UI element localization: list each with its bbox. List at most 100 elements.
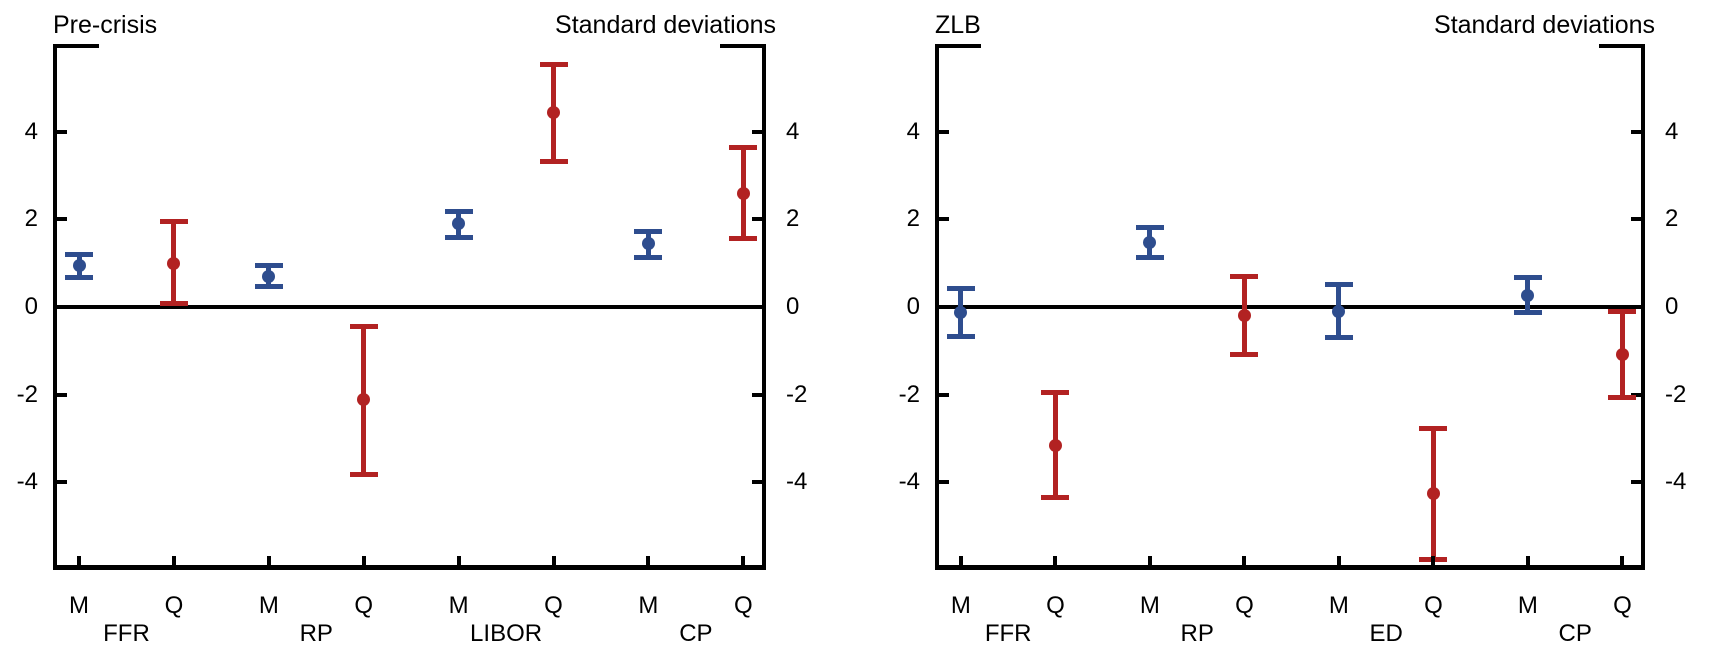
ci-cap-top	[349, 323, 378, 329]
axis-unit-label: Standard deviations	[1434, 11, 1655, 39]
x-tick	[1431, 556, 1436, 570]
ci-cap-top	[254, 263, 283, 269]
y-tick-label-right: 4	[1665, 117, 1679, 145]
error-bar-ffr-q	[159, 218, 188, 306]
ci-cap-top	[539, 62, 568, 68]
error-bar-rp-q	[349, 323, 378, 478]
y-tick-left	[935, 480, 949, 485]
frame-corner-stub-left	[53, 44, 99, 48]
ci-cap-bottom	[159, 300, 188, 306]
y-tick-label-left: -2	[898, 380, 920, 408]
error-bar-rp-m	[254, 263, 283, 289]
group-label: FFR	[984, 620, 1032, 647]
x-axis	[935, 565, 1645, 570]
y-tick-right	[1631, 129, 1645, 134]
mean-dot	[954, 306, 968, 320]
ci-cap-bottom	[1608, 394, 1637, 400]
y-tick-label-right: 4	[786, 117, 800, 145]
x-tick-label: Q	[733, 592, 753, 619]
group-label: LIBOR	[470, 620, 543, 647]
ci-cap-bottom	[349, 472, 378, 478]
x-tick	[958, 556, 963, 570]
x-tick	[1620, 556, 1625, 570]
x-tick	[646, 556, 651, 570]
y-tick-label-right: 0	[1665, 293, 1679, 320]
axis-unit-label: Standard deviations	[555, 11, 776, 39]
y-tick-label-right: -2	[1665, 380, 1687, 408]
y-tick-right	[1631, 305, 1645, 309]
y-tick-right	[752, 129, 766, 134]
x-tick-label: Q	[1613, 592, 1632, 619]
ci-cap-bottom	[65, 275, 94, 281]
error-bar-ffr-m	[65, 252, 94, 281]
ci-cap-bottom	[539, 159, 568, 165]
ci-cap-bottom	[729, 236, 758, 242]
x-tick-label: M	[638, 592, 659, 619]
ci-cap-bottom	[1513, 309, 1542, 315]
ci-cap-bottom	[1041, 495, 1070, 501]
frame-corner-stub-right	[1599, 44, 1645, 48]
ci-cap-top	[1324, 282, 1353, 288]
mean-dot	[357, 393, 371, 407]
x-tick	[1147, 556, 1152, 570]
frame-corner-stub-right	[720, 44, 766, 48]
y-tick-label-left: -4	[16, 468, 38, 496]
y-tick-right	[752, 217, 766, 222]
y-tick-label-right: -4	[1665, 468, 1687, 496]
panel-pre-crisis: Pre-crisis Standard deviations -4 -4 -2 -2 0…	[16, 11, 808, 647]
y-tick-right	[752, 392, 766, 397]
group-label: CP	[679, 620, 713, 647]
frame-corner-stub-left	[935, 44, 981, 48]
ci-cap-bottom	[1324, 334, 1353, 340]
error-bar-cp-q	[729, 145, 758, 242]
x-tick-label: M	[258, 592, 279, 619]
ci-cap-top	[1513, 275, 1542, 281]
y-tick-label-right: -4	[786, 468, 808, 496]
x-tick-label: M	[1517, 592, 1538, 619]
y-tick-right	[1631, 392, 1645, 397]
mean-dot	[1615, 347, 1629, 361]
mean-dot	[1426, 486, 1440, 500]
error-bar-rp-q	[1230, 274, 1259, 358]
ci-cap-top	[1419, 425, 1448, 431]
mean-dot	[72, 258, 86, 272]
y-tick-label-right: 2	[1665, 205, 1679, 233]
y-tick-left	[935, 129, 949, 134]
error-bar-rp-m	[1135, 225, 1164, 261]
x-tick	[361, 556, 366, 570]
ci-cap-bottom	[1135, 255, 1164, 261]
mean-dot	[262, 269, 276, 283]
ci-cap-bottom	[1230, 352, 1259, 358]
x-tick	[266, 556, 271, 570]
x-tick	[1242, 556, 1247, 570]
y-tick-right	[1631, 217, 1645, 222]
x-tick-label: M	[1139, 592, 1160, 619]
group-label: FFR	[103, 620, 150, 647]
y-tick-label-right: 2	[786, 205, 800, 233]
y-tick-label-left: 0	[906, 293, 920, 320]
ci-cap-top	[159, 218, 188, 224]
mean-dot	[1048, 439, 1062, 452]
x-tick-label: M	[448, 592, 469, 619]
ci-cap-top	[1230, 274, 1259, 280]
x-tick	[456, 556, 461, 570]
x-tick-label: M	[69, 592, 90, 619]
y-tick-label-left: 4	[906, 117, 920, 145]
x-axis	[53, 565, 766, 570]
y-tick-right	[1631, 480, 1645, 485]
y-tick-label-right: -2	[786, 380, 808, 408]
panel-title: ZLB	[935, 11, 981, 39]
x-tick	[1525, 556, 1530, 570]
plot-area	[935, 44, 1645, 570]
y-tick-label-left: 4	[24, 117, 38, 145]
y-tick-left	[53, 480, 67, 485]
error-bar-ffr-q	[1041, 390, 1070, 501]
mean-dot	[641, 236, 655, 250]
y-tick-left	[53, 392, 67, 397]
y-tick-left	[935, 305, 949, 309]
error-bar-cp-q	[1608, 308, 1637, 400]
y-tick-left	[53, 305, 67, 309]
x-tick-label: Q	[544, 592, 563, 619]
error-bar-ed-m	[1324, 282, 1353, 340]
mean-dot	[167, 256, 181, 270]
